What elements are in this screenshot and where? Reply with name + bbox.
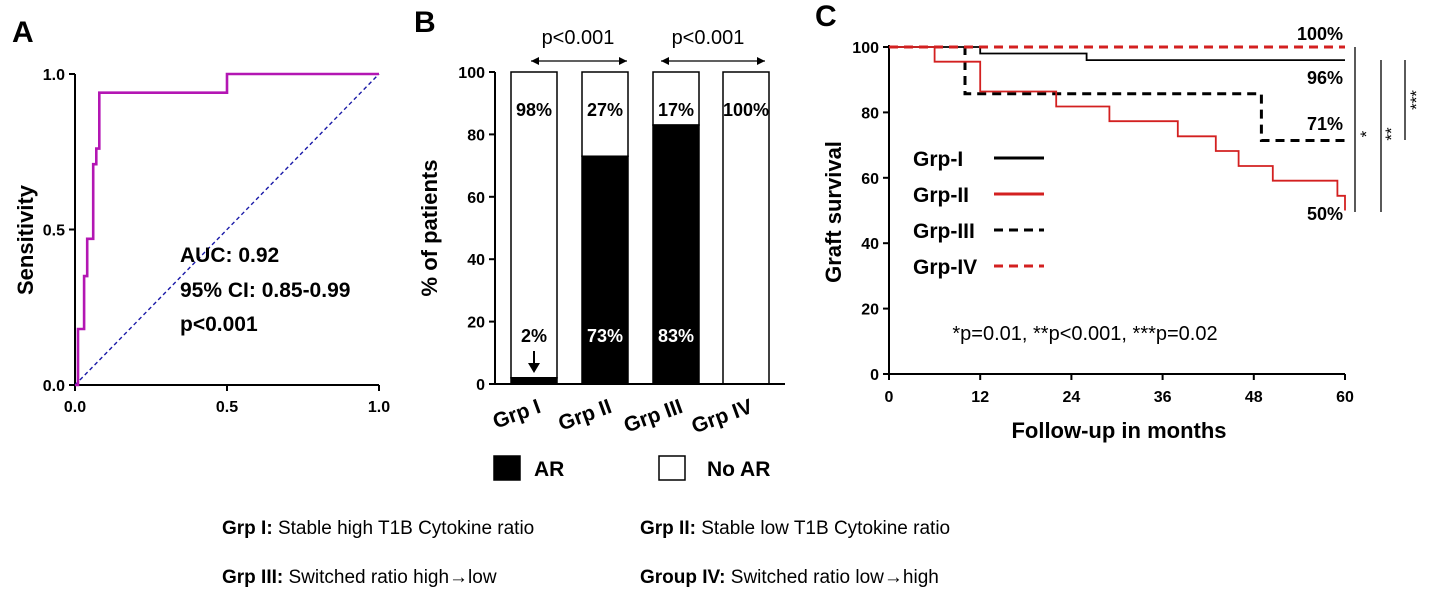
significance-mark-3: ***	[1407, 90, 1426, 110]
group-definition: Grp II: Stable low T1B Cytokine ratio	[640, 518, 950, 539]
legend-ar-swatch	[493, 455, 521, 481]
group-definition-term: Grp II:	[640, 518, 696, 539]
panel-b-y-tick-label: 0	[476, 377, 485, 394]
panel-b-y-tick-label: 60	[467, 190, 485, 207]
group-definition: Grp I: Stable high T1B Cytokine ratio	[222, 518, 534, 539]
category-label: Grp III	[621, 395, 686, 437]
group-definition-term: Grp III:	[222, 567, 283, 588]
panel-c-y-tick-label: 40	[861, 236, 879, 253]
panel-b: B % of patients 0 20 40 60 80 100 98% 2% 27% 73%…	[414, 6, 785, 481]
comparison-pvalue-1: p<0.001	[542, 27, 615, 49]
legend-label-grp-iv: Grp-IV	[913, 256, 977, 279]
panel-c-y-tick-label: 60	[861, 171, 879, 188]
legend-label-grp-iii: Grp-III	[913, 220, 975, 243]
group-definition: Grp III: Switched ratio high→low	[222, 567, 497, 588]
group-definition-text: Stable low T1B Cytokine ratio	[696, 518, 950, 539]
panel-a-plot-area	[74, 72, 380, 387]
bar-ar	[581, 155, 629, 385]
panel-a: A Sensitivity 0.0 0.5 1.0 0.0 0.5 1.0 AUC: 0.…	[12, 16, 390, 416]
pvalue-note: *p=0.01, **p<0.001, ***p=0.02	[952, 323, 1217, 345]
significance-mark-2: **	[1382, 127, 1401, 141]
panel-c-x-tick-label: 24	[1063, 389, 1081, 406]
panel-c-ticks: 0 20 40 60 80 100 0 12 24 36 48 60	[852, 40, 1354, 406]
panel-b-y-axis-label: % of patients	[417, 160, 442, 297]
no-ar-percent-label: 27%	[587, 100, 623, 120]
panel-b-category-labels: Grp I Grp II Grp III Grp IV	[490, 395, 756, 438]
group-definition-term: Grp I:	[222, 518, 273, 539]
group-definition-text: Switched ratio low→high	[726, 567, 939, 588]
legend-label-grp-ii: Grp-II	[913, 184, 969, 207]
panel-c: C Graft survival Follow-up in months 0 20…	[815, 0, 1426, 443]
panel-c-x-tick-label: 60	[1336, 389, 1354, 406]
legend-ar-label: AR	[534, 458, 564, 481]
panel-a-x-tick-label: 1.0	[368, 399, 390, 416]
panel-b-y-tick-label: 100	[458, 65, 485, 82]
panel-a-y-tick-label: 1.0	[43, 67, 65, 84]
panel-label-b: B	[414, 6, 436, 39]
panel-label-a: A	[12, 16, 34, 49]
group-definition-text: Stable high T1B Cytokine ratio	[273, 518, 535, 539]
bar-no-ar	[722, 71, 770, 385]
small-value-arrowhead	[528, 363, 540, 373]
end-label-grp-iv: 100%	[1297, 24, 1343, 44]
roc-reference-line	[74, 73, 380, 386]
survival-curve-grp-i	[889, 46, 1345, 61]
panel-a-y-tick-label: 0.0	[43, 378, 65, 395]
panel-label-c: C	[815, 0, 837, 33]
panel-c-y-tick-label: 80	[861, 105, 879, 122]
roc-curve	[75, 72, 379, 387]
panel-a-y-tick-label: 0.5	[43, 223, 65, 240]
panel-b-y-tick-label: 20	[467, 315, 485, 332]
significance-mark-1: *	[1357, 130, 1376, 137]
panel-c-y-tick-label: 20	[861, 302, 879, 319]
no-ar-percent-label: 100%	[723, 100, 769, 120]
bar-ar	[652, 124, 700, 385]
panel-b-ticks: 0 20 40 60 80 100	[458, 65, 495, 394]
panel-c-x-tick-label: 0	[885, 389, 894, 406]
panel-a-x-tick-label: 0.0	[64, 399, 86, 416]
panel-c-plot-area	[889, 45, 1346, 211]
group-definition-text: Switched ratio high→low	[283, 567, 497, 588]
panel-c-x-tick-label: 36	[1154, 389, 1172, 406]
comparison-pvalue-2: p<0.001	[672, 27, 745, 49]
group-definitions: Grp I: Stable high T1B Cytokine ratio Grp…	[222, 518, 950, 588]
panel-a-ticks: 0.0 0.5 1.0 0.0 0.5 1.0	[43, 67, 390, 416]
panel-c-x-tick-label: 12	[971, 389, 989, 406]
end-label-grp-iii: 71%	[1307, 114, 1343, 134]
auc-annotation: AUC: 0.92	[180, 244, 279, 267]
panel-c-y-tick-label: 0	[870, 367, 879, 384]
ar-percent-label: 73%	[587, 326, 623, 346]
legend-no-ar-label: No AR	[707, 458, 770, 481]
panel-c-x-axis-label: Follow-up in months	[1011, 418, 1226, 443]
panel-c-y-tick-label: 100	[852, 40, 879, 57]
group-definition-term: Group IV:	[640, 567, 726, 588]
panel-b-y-tick-label: 80	[467, 127, 485, 144]
legend-label-grp-i: Grp-I	[913, 148, 963, 171]
panel-a-x-tick-label: 0.5	[216, 399, 238, 416]
survival-curve-grp-ii	[889, 46, 1346, 211]
panel-c-legend: Grp-I Grp-II Grp-III Grp-IV	[913, 148, 1044, 279]
no-ar-percent-label: 17%	[658, 100, 694, 120]
roc-pvalue-annotation: p<0.001	[180, 313, 258, 336]
end-label-grp-ii: 50%	[1307, 204, 1343, 224]
ar-percent-label: 83%	[658, 326, 694, 346]
category-label: Grp IV	[689, 395, 756, 438]
panel-b-bars: 98% 2% 27% 73% 17% 83% 100%	[510, 71, 770, 385]
category-label: Grp I	[490, 395, 544, 433]
no-ar-percent-label: 98%	[516, 100, 552, 120]
legend-no-ar-swatch	[658, 455, 686, 481]
category-label: Grp II	[555, 395, 614, 435]
panel-b-y-tick-label: 40	[467, 252, 485, 269]
group-definition: Group IV: Switched ratio low→high	[640, 567, 939, 588]
ar-percent-label: 2%	[521, 326, 547, 346]
end-label-grp-i: 96%	[1307, 68, 1343, 88]
ci-annotation: 95% CI: 0.85-0.99	[180, 279, 350, 302]
panel-a-y-axis-label: Sensitivity	[13, 184, 38, 295]
panel-c-x-tick-label: 48	[1245, 389, 1263, 406]
panel-c-y-axis-label: Graft survival	[821, 141, 846, 283]
